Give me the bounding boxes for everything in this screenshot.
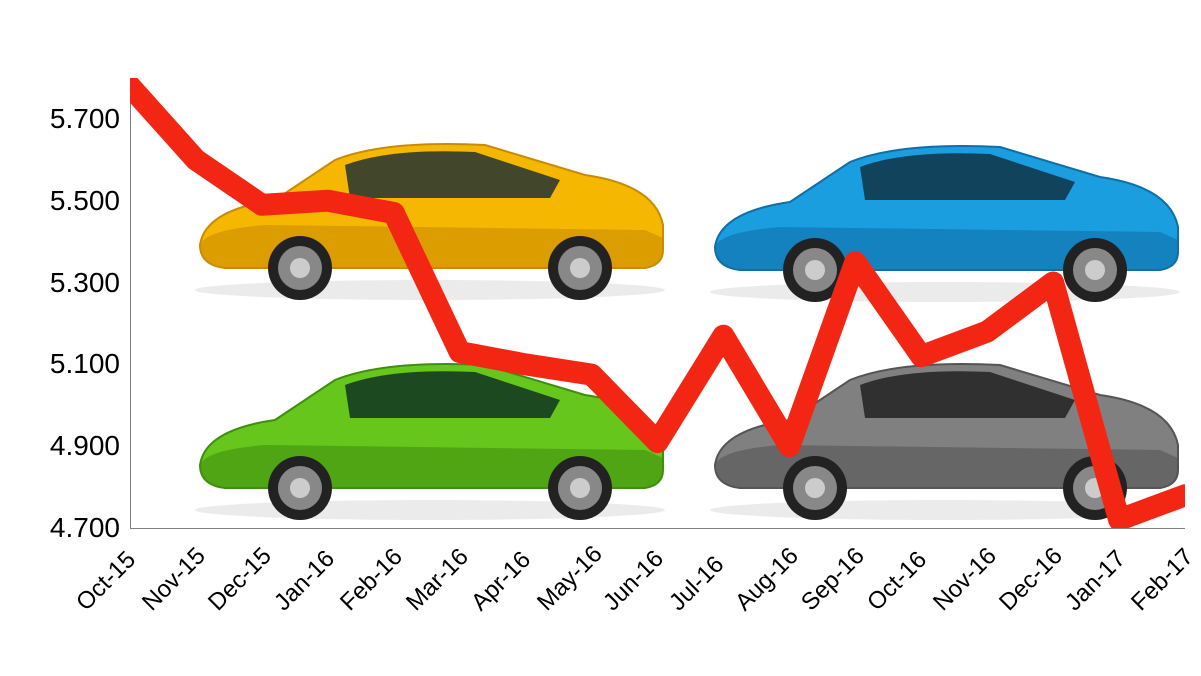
x-tick-label: Aug-16 <box>730 542 805 617</box>
x-tick-label: Oct-16 <box>862 546 933 617</box>
y-tick-label: 4.700 <box>30 512 120 544</box>
x-tick-label: Jun-16 <box>598 545 670 617</box>
x-tick-label: Feb-17 <box>1126 543 1200 617</box>
x-tick-label: Jul-16 <box>664 551 730 617</box>
y-tick-label: 4.900 <box>30 430 120 462</box>
x-tick-label: Mar-16 <box>401 543 475 617</box>
x-tick-label: Sep-16 <box>796 542 871 617</box>
x-tick-label: Nov-15 <box>137 542 212 617</box>
y-tick-label: 5.500 <box>30 185 120 217</box>
x-tick-label: Jan-17 <box>1060 545 1132 617</box>
x-tick-label: May-16 <box>532 541 608 617</box>
y-tick-label: 5.700 <box>30 103 120 135</box>
x-axis <box>130 528 1185 529</box>
line-chart: 5.700 5.500 5.300 5.100 4.900 4.700 <box>0 0 1201 676</box>
y-tick-label: 5.100 <box>30 348 120 380</box>
x-tick-label: Feb-16 <box>335 543 409 617</box>
x-tick-label: Dec-16 <box>994 542 1069 617</box>
x-tick-label: Nov-16 <box>928 542 1003 617</box>
x-tick-label: Dec-15 <box>203 542 278 617</box>
y-tick-label: 5.300 <box>30 267 120 299</box>
x-tick-label: Oct-15 <box>71 546 142 617</box>
data-line <box>130 78 1185 528</box>
x-tick-label: Apr-16 <box>466 546 537 617</box>
x-tick-label: Jan-16 <box>269 545 341 617</box>
